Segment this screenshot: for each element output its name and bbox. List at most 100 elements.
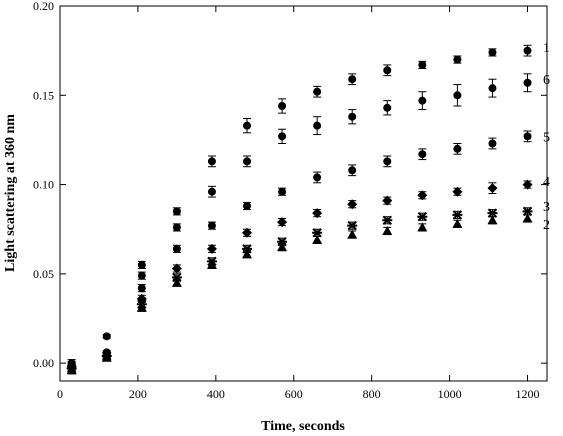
x-tick-label: 800 — [363, 387, 381, 401]
data-point — [137, 260, 146, 269]
series-label: 1 — [543, 41, 550, 56]
data-point — [522, 206, 533, 217]
data-point — [383, 103, 392, 112]
series-1 — [67, 44, 532, 368]
data-point — [171, 263, 182, 274]
data-point — [171, 277, 182, 287]
data-point — [417, 212, 428, 222]
x-axis-label: Time, seconds — [261, 419, 345, 434]
data-point — [278, 132, 287, 141]
data-point — [313, 173, 322, 182]
data-point — [101, 352, 112, 362]
data-point — [382, 215, 393, 225]
data-point — [171, 272, 182, 283]
series-3 — [66, 206, 533, 374]
x-tick-label: 1000 — [438, 387, 462, 401]
data-point — [488, 48, 497, 57]
data-point — [136, 302, 147, 312]
data-point — [487, 215, 498, 225]
data-point — [382, 195, 393, 206]
data-point — [487, 183, 498, 194]
data-point — [347, 229, 358, 239]
data-point — [242, 227, 253, 238]
data-point — [102, 332, 111, 341]
data-point — [243, 121, 252, 130]
data-point — [487, 208, 498, 218]
plot-frame — [59, 5, 548, 382]
data-point — [243, 202, 252, 210]
data-point — [418, 150, 427, 159]
data-point — [137, 284, 146, 293]
data-point — [348, 166, 357, 175]
x-tick-label: 1200 — [516, 387, 540, 401]
x-axis: 0 200 400 600 800 1000 1200 — [57, 6, 540, 401]
series-5 — [67, 130, 532, 371]
y-tick-label: 0.15 — [33, 88, 54, 102]
data-point — [313, 121, 322, 130]
data-point — [312, 234, 323, 244]
data-point — [523, 78, 532, 87]
data-point — [243, 157, 252, 166]
data-point — [207, 157, 216, 166]
data-point — [277, 237, 288, 247]
data-point — [348, 112, 357, 121]
data-point — [382, 226, 393, 235]
data-point — [347, 199, 358, 210]
data-point — [206, 259, 217, 269]
data-point — [417, 190, 428, 201]
data-point — [348, 75, 357, 84]
data-point — [278, 187, 287, 196]
x-tick-label: 200 — [129, 387, 147, 401]
data-point — [453, 91, 462, 100]
data-point — [313, 87, 322, 96]
data-point — [66, 365, 77, 375]
y-tick-label: 0.00 — [33, 356, 54, 370]
data-point — [172, 223, 181, 232]
series-label: 2 — [543, 218, 550, 233]
data-point — [417, 222, 428, 232]
data-point — [242, 249, 253, 259]
series-label: 3 — [543, 200, 550, 215]
data-point — [488, 139, 497, 148]
x-tick-label: 600 — [285, 387, 303, 401]
data-point — [453, 144, 462, 153]
data-point — [278, 102, 287, 110]
y-axis: 0.00 0.05 0.10 0.15 0.20 — [33, 0, 547, 370]
data-point — [488, 84, 497, 93]
data-point — [172, 244, 181, 253]
y-tick-label: 0.10 — [33, 178, 54, 192]
data-point — [277, 217, 288, 228]
data-point — [172, 207, 181, 216]
y-tick-label: 0.20 — [33, 0, 54, 13]
data-point — [137, 271, 146, 280]
series-2 — [66, 213, 533, 375]
data-point — [453, 55, 462, 64]
y-tick-label: 0.05 — [33, 267, 54, 281]
data-point — [522, 213, 533, 223]
data-point — [383, 157, 392, 166]
data-point — [242, 244, 253, 254]
data-point — [452, 210, 463, 220]
x-tick-label: 400 — [207, 387, 225, 401]
data-point — [418, 60, 427, 69]
data-point — [312, 228, 323, 238]
data-point — [347, 220, 358, 231]
series-label: 6 — [543, 73, 550, 88]
data-point — [452, 218, 463, 228]
series-4 — [66, 179, 533, 372]
data-point — [207, 221, 216, 230]
data-point — [277, 242, 288, 252]
data-point — [452, 186, 463, 197]
x-tick-label: 0 — [57, 387, 63, 401]
series-labels: 1 6 5 4 3 2 — [543, 41, 550, 233]
series-label: 5 — [543, 130, 550, 145]
data-point — [206, 243, 217, 254]
data-point — [523, 46, 532, 55]
data-point — [418, 96, 427, 105]
series-6 — [67, 73, 532, 369]
data-point — [523, 132, 532, 141]
data-point — [522, 179, 533, 190]
data-marks — [66, 44, 533, 375]
series-label: 4 — [543, 175, 550, 190]
